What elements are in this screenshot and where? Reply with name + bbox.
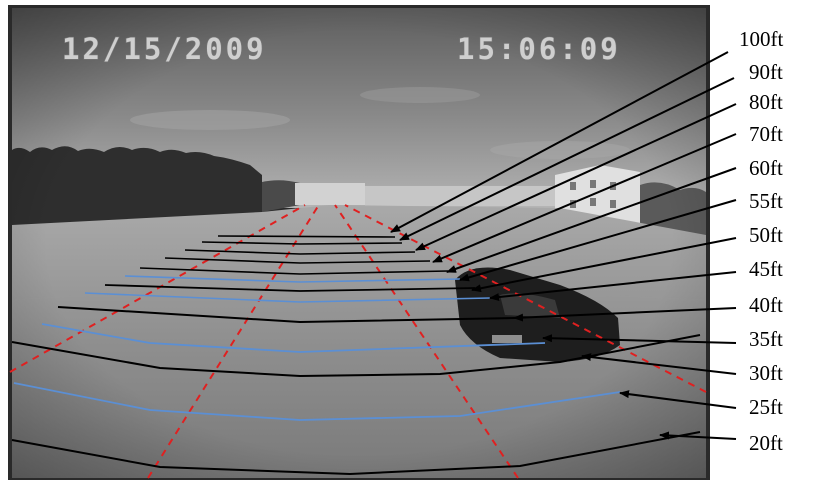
- label-20ft: 20ft: [749, 431, 783, 455]
- label-70ft: 70ft: [749, 122, 783, 146]
- lane-guide-inner-left: [147, 202, 321, 479]
- callout-arrow-60ft: [446, 167, 737, 273]
- guide-line-100ft: [217, 235, 396, 238]
- guide-line-20ft: [11, 431, 701, 476]
- label-25ft: 25ft: [749, 395, 783, 419]
- timestamp-date: 12/15/2009: [62, 32, 267, 66]
- guide-line-50ft: [104, 284, 476, 292]
- label-30ft: 30ft: [749, 361, 783, 385]
- label-50ft: 50ft: [749, 223, 783, 247]
- callout-arrow-80ft: [415, 103, 737, 251]
- callout-arrow-50ft: [471, 237, 737, 293]
- callout-arrows: [390, 51, 737, 440]
- distance-guides: [11, 235, 701, 476]
- callout-arrow-45ft: [489, 271, 737, 302]
- label-90ft: 90ft: [749, 60, 783, 84]
- label-55ft: 55ft: [749, 189, 783, 213]
- callout-arrow-40ft: [513, 307, 737, 322]
- guide-line-25ft: [13, 382, 621, 421]
- label-60ft: 60ft: [749, 156, 783, 180]
- guide-line-55ft: [124, 275, 461, 283]
- callout-arrow-90ft: [399, 77, 735, 241]
- guide-line-80ft: [184, 249, 416, 255]
- guide-line-90ft: [201, 241, 403, 245]
- guide-line-45ft: [84, 292, 491, 303]
- camera-image: 12/15/2009 15:06:09: [8, 5, 710, 480]
- lane-guide-inner-right: [334, 204, 519, 479]
- label-80ft: 80ft: [749, 90, 783, 114]
- label-35ft: 35ft: [749, 327, 783, 351]
- label-100ft: 100ft: [739, 27, 783, 51]
- callout-arrow-30ft: [581, 353, 737, 375]
- callout-arrow-70ft: [432, 133, 737, 263]
- callout-arrow-35ft: [542, 334, 737, 344]
- timestamp-time: 15:06:09: [457, 32, 621, 66]
- callout-arrow-25ft: [619, 390, 737, 409]
- guide-line-70ft: [164, 257, 431, 264]
- callout-arrow-20ft: [659, 431, 737, 440]
- callout-arrow-55ft: [459, 199, 737, 282]
- guide-line-40ft: [57, 306, 516, 324]
- lane-guide-outer-left: [9, 204, 306, 373]
- label-40ft: 40ft: [749, 293, 783, 317]
- guide-line-60ft: [139, 267, 449, 275]
- distance-labels: 100ft 90ft 80ft 70ft 60ft 55ft 50ft 45ft…: [739, 27, 783, 455]
- callout-arrow-100ft: [390, 51, 729, 233]
- label-45ft: 45ft: [749, 257, 783, 281]
- guide-line-35ft: [41, 323, 546, 353]
